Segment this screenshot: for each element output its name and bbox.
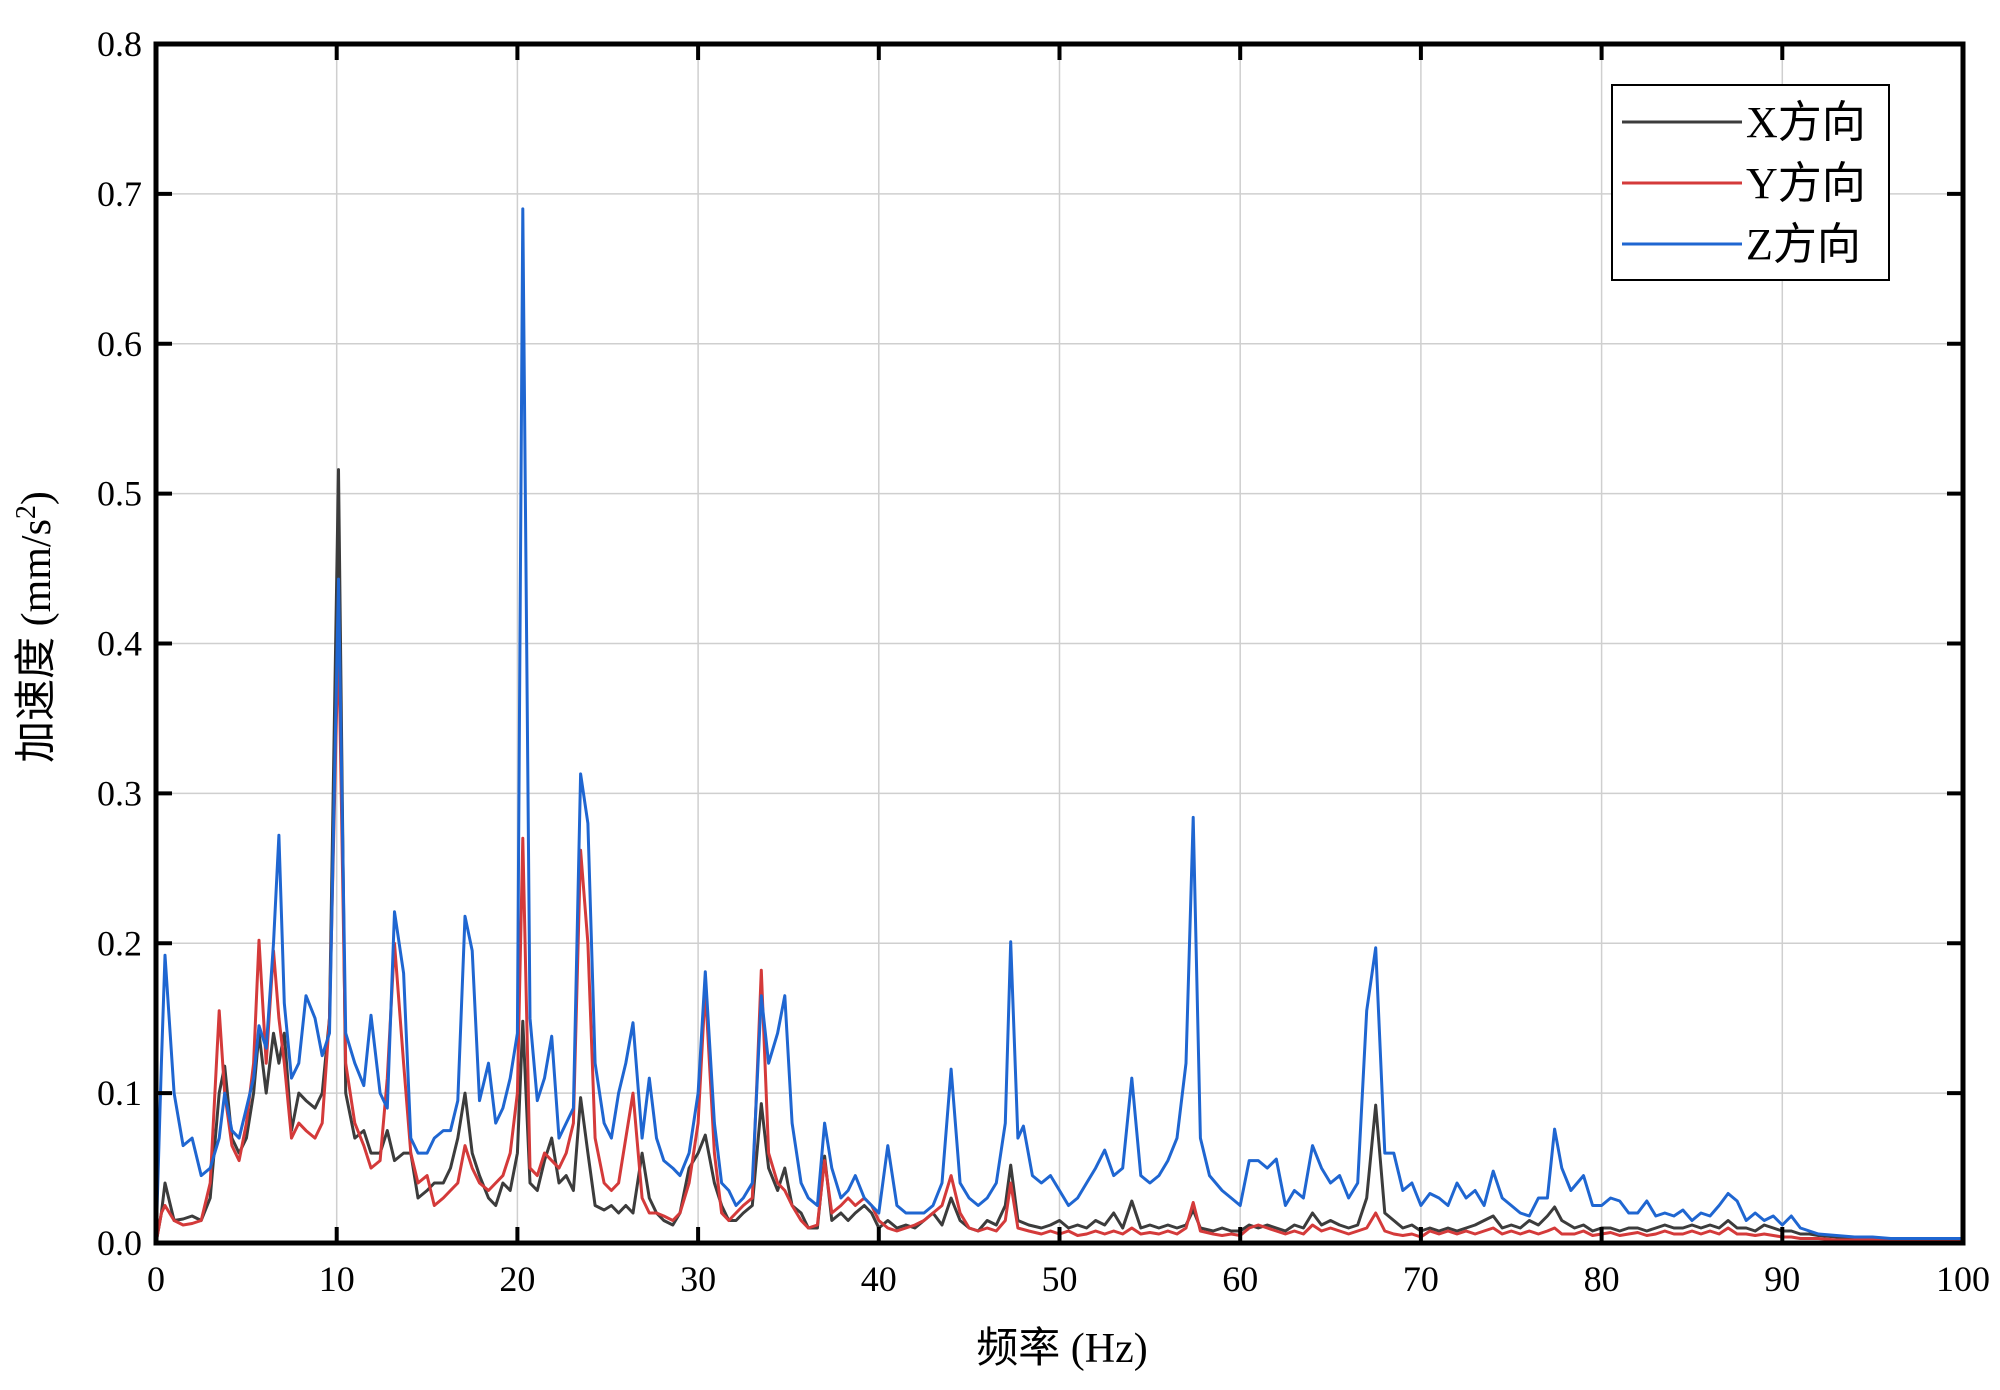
legend-label-y: Y方向: [1746, 159, 1866, 208]
y-tick-label-8: 0.8: [97, 24, 142, 64]
series-line-2: [154, 207, 1963, 1244]
axis-ticks: [154, 42, 1965, 1245]
series-line-1: [154, 627, 1963, 1244]
x-tick-label-10: 100: [1936, 1259, 1990, 1299]
legend-label-z: Z方向: [1746, 220, 1861, 269]
x-tick-label-5: 50: [1042, 1259, 1078, 1299]
y-tick-label-0: 0.0: [97, 1223, 142, 1263]
y-axis-title-close: ): [14, 491, 60, 505]
x-axis-title: 频率 (Hz): [976, 1325, 1147, 1372]
legend-label-x: X方向: [1746, 98, 1866, 147]
x-tick-label-9: 90: [1764, 1259, 1800, 1299]
y-axis-title-superscript: 2: [11, 505, 42, 519]
y-tick-label-7: 0.7: [97, 174, 142, 214]
x-tick-label-1: 10: [319, 1259, 355, 1299]
x-tick-label-6: 60: [1222, 1259, 1258, 1299]
y-tick-label-2: 0.2: [97, 923, 142, 963]
legend: X方向 Y方向 Z方向: [1611, 84, 1890, 281]
y-axis-title: 加速度 (mm/s2): [11, 491, 61, 763]
y-tick-label-6: 0.6: [97, 324, 142, 364]
x-tick-label-0: 0: [147, 1259, 165, 1299]
y-tick-labels: 0.0 0.1 0.2 0.3 0.4 0.5 0.6 0.7 0.8: [97, 24, 142, 1263]
x-tick-labels: 0 10 20 30 40 50 60 70 80 90 100: [147, 1259, 1990, 1299]
x-tick-label-7: 70: [1403, 1259, 1439, 1299]
series-line-0: [154, 468, 1963, 1244]
series-lines: [154, 207, 1963, 1244]
y-axis-title-main: 加速度 (mm/s: [14, 519, 60, 763]
y-tick-label-5: 0.5: [97, 474, 142, 514]
grid-lines: [156, 44, 1963, 1243]
x-tick-label-2: 20: [499, 1259, 535, 1299]
x-tick-label-8: 80: [1584, 1259, 1620, 1299]
y-tick-label-3: 0.3: [97, 773, 142, 813]
x-tick-label-3: 30: [680, 1259, 716, 1299]
x-tick-label-4: 40: [861, 1259, 897, 1299]
y-tick-label-1: 0.1: [97, 1073, 142, 1113]
y-tick-label-4: 0.4: [97, 624, 142, 664]
